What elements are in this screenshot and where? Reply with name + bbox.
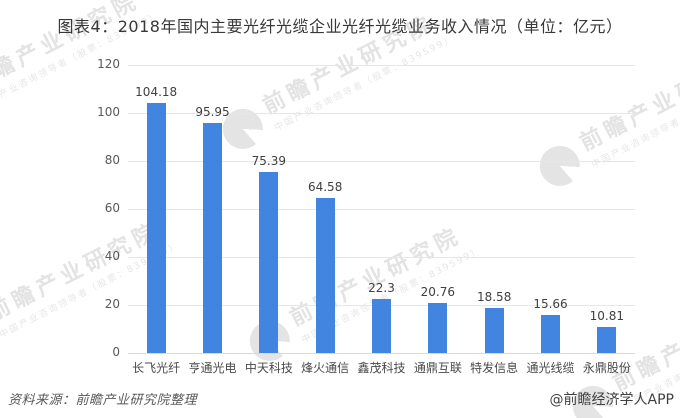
y-axis-tick-label: 40 bbox=[104, 249, 120, 263]
x-axis-label: 通鼎互联 bbox=[413, 361, 462, 375]
chart-title: 图表4：2018年国内主要光纤光缆企业光纤光缆业务收入情况（单位：亿元） bbox=[57, 17, 623, 36]
x-axis-label: 亨通光电 bbox=[188, 361, 237, 375]
bar-特发信息 bbox=[484, 308, 504, 353]
x-axis-label: 特发信息 bbox=[470, 361, 519, 375]
bar-亨通光电 bbox=[203, 122, 222, 353]
gridline-40 bbox=[128, 256, 635, 258]
gridline-100 bbox=[128, 112, 635, 114]
source-note: 资料来源：前瞻产业研究院整理 bbox=[8, 393, 198, 408]
bar-通光线缆 bbox=[541, 315, 560, 353]
x-axis-label: 长飞光纤 bbox=[132, 361, 181, 375]
bar-通鼎互联 bbox=[428, 303, 448, 353]
x-axis-label: 烽火通信 bbox=[301, 361, 350, 375]
bar-value-label: 18.58 bbox=[476, 290, 512, 305]
bar-value-label: 10.81 bbox=[589, 309, 624, 324]
bar-value-label: 20.76 bbox=[420, 285, 455, 300]
bar-长飞光纤 bbox=[146, 102, 166, 353]
gridline-120 bbox=[128, 64, 635, 66]
bar-烽火通信 bbox=[315, 198, 335, 353]
y-axis-tick-label: 120 bbox=[97, 57, 120, 71]
y-axis-tick-label: 20 bbox=[104, 297, 120, 311]
x-axis-label: 通光线缆 bbox=[526, 361, 575, 375]
y-axis-tick-label: 80 bbox=[104, 153, 120, 167]
y-axis-tick-label: 100 bbox=[97, 105, 120, 119]
bar-value-label: 22.3 bbox=[368, 281, 395, 296]
bar-value-label: 104.18 bbox=[135, 84, 178, 99]
gridline-0 bbox=[128, 352, 635, 354]
attribution-note: @前瞻经济学人APP bbox=[549, 392, 674, 408]
bar-value-label: 95.95 bbox=[195, 104, 230, 119]
bar-永鼎股份 bbox=[597, 327, 617, 353]
x-axis-label: 永鼎股份 bbox=[582, 361, 631, 375]
plot-area: 0 20 40 60 80 100 120 104.18 长飞光纤 95.95 亨通光电 75.39 中… bbox=[97, 57, 635, 375]
y-axis-tick-label: 60 bbox=[104, 201, 120, 215]
bar-中天科技 bbox=[259, 172, 279, 353]
bar-value-label: 75.39 bbox=[251, 154, 286, 169]
gridline-60 bbox=[128, 208, 635, 210]
bar-鑫茂科技 bbox=[372, 299, 391, 353]
x-axis-label: 鑫茂科技 bbox=[357, 361, 406, 375]
gridline-80 bbox=[128, 160, 635, 162]
bar-value-label: 15.66 bbox=[533, 297, 568, 312]
bar-value-label: 64.58 bbox=[307, 180, 343, 195]
y-axis-tick-label: 0 bbox=[112, 345, 120, 359]
